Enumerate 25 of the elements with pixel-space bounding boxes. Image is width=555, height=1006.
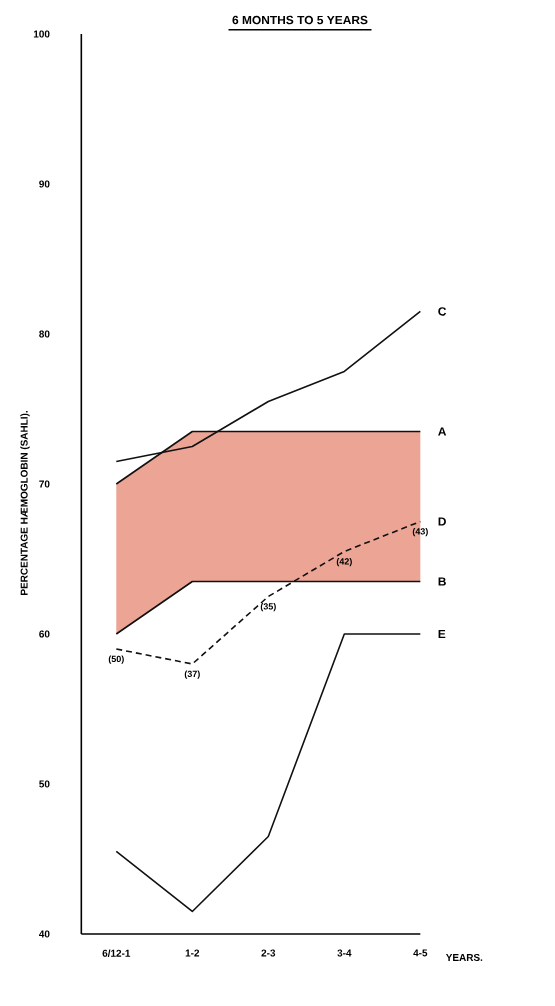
- x-tick-label: 6/12-1: [102, 949, 131, 957]
- x-tick-label: 4-5: [413, 949, 428, 957]
- y-tick-label: 90: [39, 180, 50, 188]
- annotation: (37): [184, 670, 200, 679]
- annotation: (50): [108, 655, 124, 664]
- y-axis-title: PERCENTAGE HÆMOGLOBIN (SAHLI).: [20, 411, 30, 595]
- annotation: (42): [336, 558, 352, 567]
- x-tick-label: 3-4: [337, 949, 352, 957]
- x-tick-label: 2-3: [261, 949, 276, 957]
- series-label: E: [438, 629, 446, 639]
- series-label: D: [438, 517, 446, 526]
- annotation: (35): [260, 603, 276, 612]
- y-tick-label: 100: [33, 30, 50, 38]
- y-tick-label: 80: [39, 330, 50, 338]
- y-tick-label: 60: [39, 630, 50, 638]
- y-tick-label: 50: [39, 780, 50, 788]
- x-tick-label: 1-2: [185, 949, 200, 957]
- series-label: B: [438, 577, 446, 586]
- y-tick-label: 40: [38, 930, 50, 938]
- annotation: (43): [412, 528, 428, 537]
- y-tick-label: 70: [39, 480, 50, 488]
- chart-title: 6 MONTHS TO 5 YEARS: [232, 15, 368, 25]
- series-label: C: [438, 307, 447, 316]
- text: YEARS.: [445, 953, 483, 961]
- series-label: A: [438, 427, 447, 436]
